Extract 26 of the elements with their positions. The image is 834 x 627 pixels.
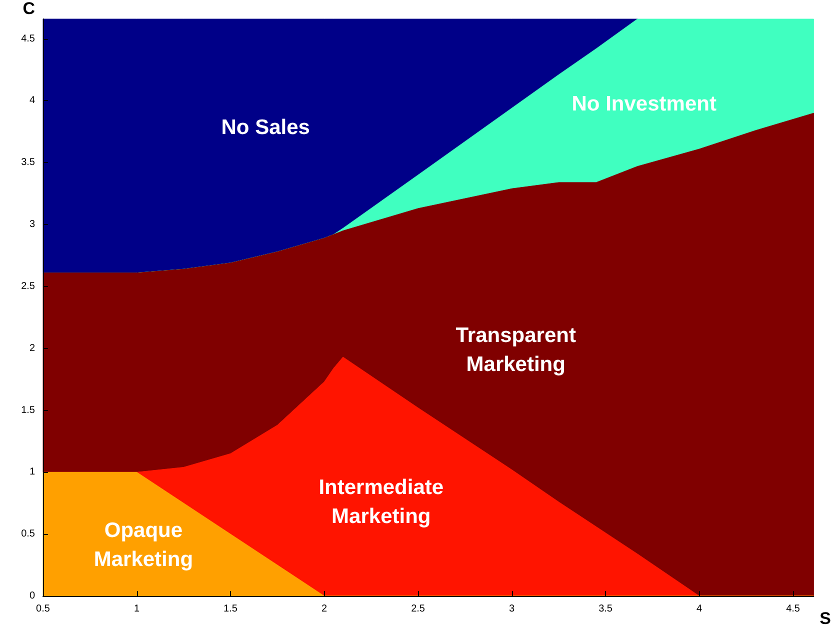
series-label: Transparent Marketing	[456, 324, 576, 376]
y-tick-label: 4	[29, 95, 36, 106]
x-tick-label: 1	[134, 604, 140, 614]
y-tick-label: 2	[29, 342, 36, 354]
y-tick-label: 3.5	[21, 157, 36, 168]
x-tick-label: 3.5	[598, 604, 613, 614]
x-tick-label: 2.5	[411, 604, 426, 614]
x-tick-label: 4.5	[786, 604, 800, 614]
y-tick-label: 3	[29, 219, 36, 230]
x-tick-label: 1.5	[224, 604, 238, 614]
y-tick-label: 2.5	[21, 280, 36, 292]
y-tick-label: 1	[29, 466, 36, 478]
x-tick-label: 3	[508, 604, 515, 614]
y-tick-label: 0.5	[21, 528, 36, 540]
series-label: Opaque Marketing	[94, 519, 194, 572]
y-axis-title: C	[22, 0, 35, 18]
series-label: Intermediate Marketing	[318, 476, 444, 528]
y-tick-label: 0	[29, 590, 36, 602]
x-tick-label: 4	[696, 604, 702, 614]
y-tick-label: 1.5	[21, 404, 36, 416]
y-tick-label: 4.5	[21, 33, 36, 44]
x-axis-title: S	[820, 609, 832, 627]
x-tick-label: 0.5	[36, 604, 50, 614]
x-tick-label: 2	[321, 604, 328, 614]
series-label: No Investment	[572, 92, 716, 116]
series-label: No Sales	[221, 116, 310, 140]
